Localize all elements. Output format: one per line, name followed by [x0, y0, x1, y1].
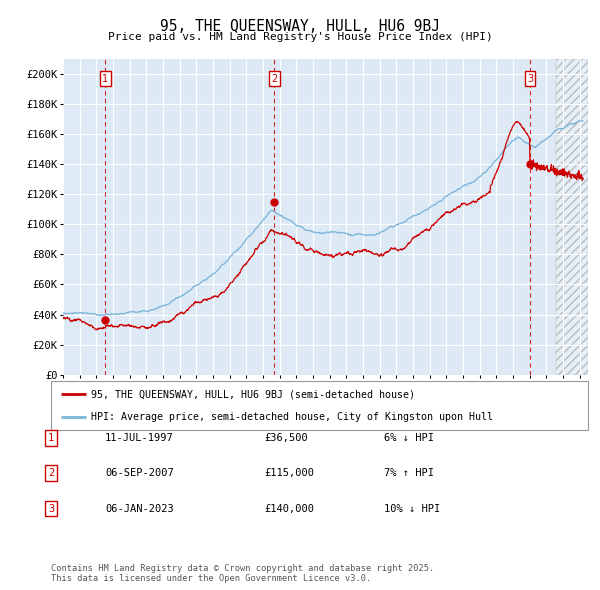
Text: 11-JUL-1997: 11-JUL-1997: [105, 433, 174, 442]
Text: Contains HM Land Registry data © Crown copyright and database right 2025.
This d: Contains HM Land Registry data © Crown c…: [51, 563, 434, 583]
Text: 06-SEP-2007: 06-SEP-2007: [105, 468, 174, 478]
Text: £140,000: £140,000: [264, 504, 314, 513]
Text: 10% ↓ HPI: 10% ↓ HPI: [384, 504, 440, 513]
Text: £115,000: £115,000: [264, 468, 314, 478]
Text: 1: 1: [102, 74, 108, 84]
Text: 2: 2: [271, 74, 277, 84]
Text: 1: 1: [48, 433, 54, 442]
Text: Price paid vs. HM Land Registry's House Price Index (HPI): Price paid vs. HM Land Registry's House …: [107, 32, 493, 42]
Text: 06-JAN-2023: 06-JAN-2023: [105, 504, 174, 513]
Text: 95, THE QUEENSWAY, HULL, HU6 9BJ (semi-detached house): 95, THE QUEENSWAY, HULL, HU6 9BJ (semi-d…: [91, 389, 415, 399]
Text: 3: 3: [48, 504, 54, 513]
Bar: [556, 59, 588, 375]
Bar: [556, 59, 588, 375]
Text: £36,500: £36,500: [264, 433, 308, 442]
Text: 95, THE QUEENSWAY, HULL, HU6 9BJ: 95, THE QUEENSWAY, HULL, HU6 9BJ: [160, 19, 440, 34]
Text: 2: 2: [48, 468, 54, 478]
Text: 6% ↓ HPI: 6% ↓ HPI: [384, 433, 434, 442]
Text: 3: 3: [527, 74, 533, 84]
FancyBboxPatch shape: [51, 381, 588, 430]
Text: HPI: Average price, semi-detached house, City of Kingston upon Hull: HPI: Average price, semi-detached house,…: [91, 412, 493, 422]
Text: 7% ↑ HPI: 7% ↑ HPI: [384, 468, 434, 478]
